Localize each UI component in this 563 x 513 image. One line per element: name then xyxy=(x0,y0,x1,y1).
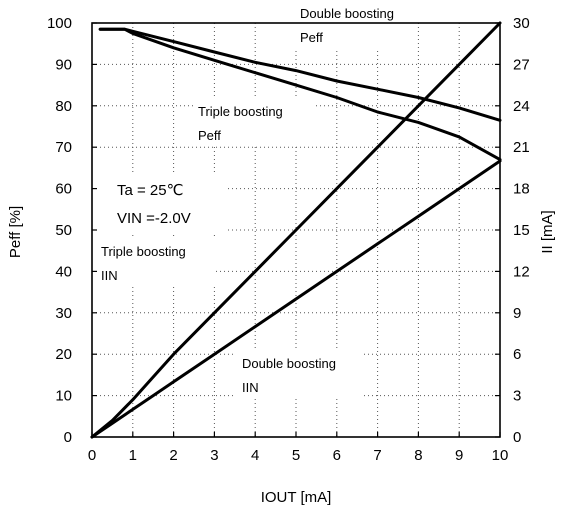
y-left-tick-label: 20 xyxy=(55,346,72,363)
y-left-tick-label: 80 xyxy=(55,98,72,115)
y-right-tick-label: 18 xyxy=(513,181,530,198)
annotation-mask xyxy=(236,349,361,397)
y-right-tick-label: 30 xyxy=(513,15,530,32)
x-tick-label: 2 xyxy=(169,447,177,464)
y-right-ticks: 0 3 6 9 12 15 18 21 24 27 30 xyxy=(495,15,530,446)
annotation-double-peff-title: Double boosting xyxy=(300,6,394,21)
x-tick-label: 4 xyxy=(251,447,259,464)
x-tick-label: 1 xyxy=(129,447,137,464)
x-axis-label: IOUT [mA] xyxy=(261,489,332,506)
y-right-axis-label: II [mA] xyxy=(539,210,556,253)
annotation-temperature: Ta = 25℃ xyxy=(117,182,183,199)
annotation-double-iin-title: Double boosting xyxy=(242,356,336,371)
y-right-tick-label: 15 xyxy=(513,222,530,239)
annotation-double-peff-sub: Peff xyxy=(300,30,323,45)
annotation-triple-iin-title: Triple boosting xyxy=(101,244,186,259)
y-left-tick-label: 50 xyxy=(55,222,72,239)
annotation-double-iin-sub: IIN xyxy=(242,380,259,395)
y-left-tick-label: 40 xyxy=(55,263,72,280)
y-right-tick-label: 24 xyxy=(513,98,530,115)
x-tick-label: 8 xyxy=(414,447,422,464)
y-right-tick-label: 27 xyxy=(513,56,530,73)
y-right-tick-label: 0 xyxy=(513,429,521,446)
y-left-tick-label: 100 xyxy=(47,15,72,32)
y-right-tick-label: 6 xyxy=(513,346,521,363)
y-left-tick-label: 30 xyxy=(55,305,72,322)
annotation-vin: VIN =-2.0V xyxy=(117,210,191,227)
annotation-mask xyxy=(290,3,410,48)
y-right-tick-label: 9 xyxy=(513,305,521,322)
y-right-tick-label: 3 xyxy=(513,388,521,405)
series-line-triple-boosting-iin xyxy=(90,21,502,439)
y-left-tick-label: 90 xyxy=(55,56,72,73)
annotation-triple-peff-title: Triple boosting xyxy=(198,104,283,119)
annotation-mask xyxy=(193,97,315,145)
x-tick-label: 10 xyxy=(492,447,509,464)
annotation-mask xyxy=(96,172,226,234)
x-tick-label: 6 xyxy=(333,447,341,464)
x-tick-label: 0 xyxy=(88,447,96,464)
series xyxy=(90,21,502,439)
y-left-ticks: 0 10 20 30 40 50 60 70 80 90 100 xyxy=(47,15,97,446)
x-ticks: 0 1 2 3 4 5 6 7 8 9 10 xyxy=(88,432,509,464)
annotation-mask xyxy=(96,238,216,284)
x-tick-label: 5 xyxy=(292,447,300,464)
y-right-tick-label: 21 xyxy=(513,139,530,156)
x-tick-label: 9 xyxy=(455,447,463,464)
series-line-triple-boosting-peff xyxy=(98,27,502,162)
y-left-tick-label: 0 xyxy=(64,429,72,446)
y-left-tick-label: 70 xyxy=(55,139,72,156)
x-tick-label: 3 xyxy=(210,447,218,464)
series-line-double-boosting-iin xyxy=(90,159,502,439)
x-tick-label: 7 xyxy=(373,447,381,464)
y-left-axis-label: Peff [%] xyxy=(7,206,24,258)
annotation-triple-peff-sub: Peff xyxy=(198,128,221,143)
y-right-tick-label: 12 xyxy=(513,263,530,280)
y-left-tick-label: 10 xyxy=(55,388,72,405)
y-left-tick-label: 60 xyxy=(55,181,72,198)
annotation-triple-iin-sub: IIN xyxy=(101,268,118,283)
